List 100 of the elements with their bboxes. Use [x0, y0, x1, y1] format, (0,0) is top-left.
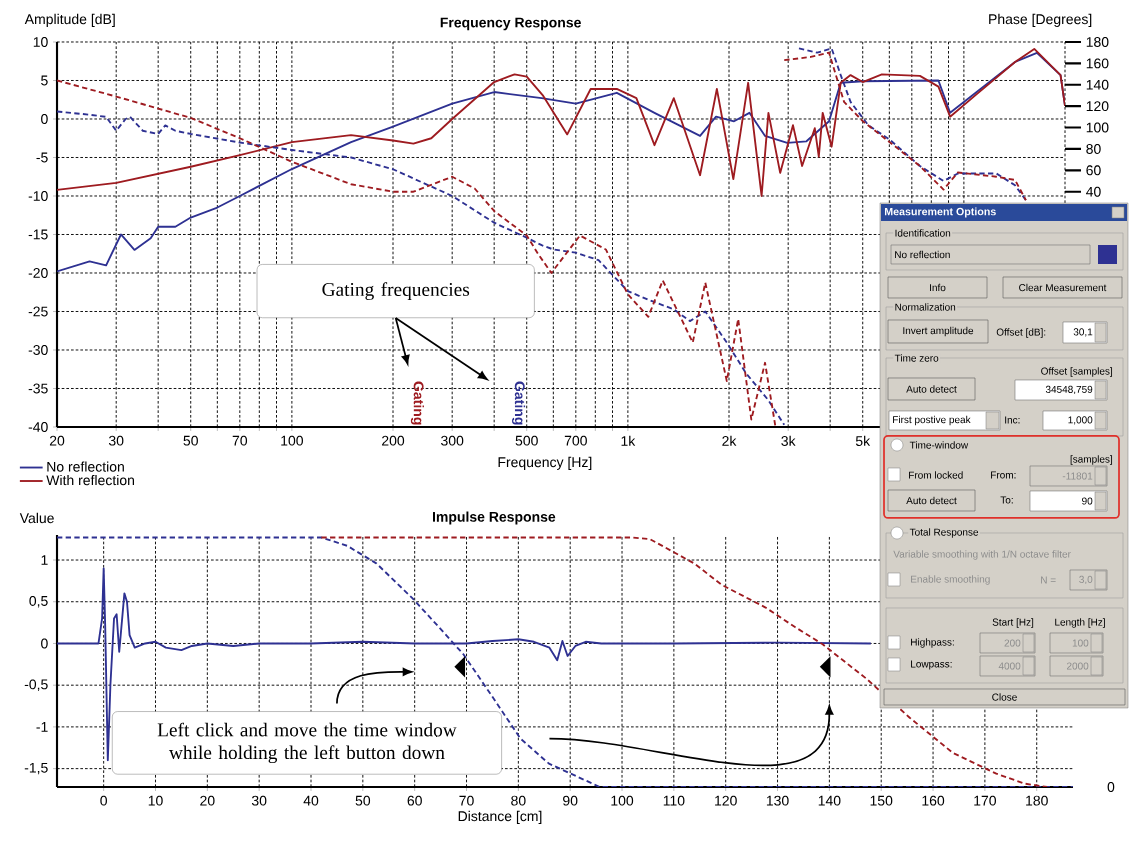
x-tick-label: 140 [818, 795, 841, 806]
x-tick-label: 120 [715, 795, 737, 806]
annotation: Auto detect [906, 385, 957, 393]
legend-label: No reflection [47, 461, 124, 472]
x-tick-label: 700 [564, 435, 587, 446]
annotation: 100 [1072, 639, 1089, 647]
annotation: 2000 [1067, 662, 1089, 670]
annotation: Lowpass: [911, 660, 952, 670]
annotation: First postive peak [893, 415, 971, 426]
x-tick-label: 200 [382, 435, 405, 446]
y-tick-label: -0,5 [24, 679, 48, 691]
x-tick-label: 150 [870, 795, 893, 806]
annotation: Inc: [1005, 416, 1020, 424]
annotation: N = [1041, 576, 1056, 584]
annotation: Highpass: [911, 638, 954, 648]
x-tick-label: 30 [251, 795, 267, 806]
y-tick-label: -15 [28, 229, 48, 240]
chart-title: Frequency Response [440, 17, 581, 31]
x-tick-label: 1k [621, 435, 636, 446]
text: Measurement Options [884, 207, 996, 218]
x-tick-label: 2k [722, 435, 737, 446]
annotation: Enable smoothing [911, 575, 990, 585]
y-tick-label: 0 [41, 638, 48, 649]
annotation: Gating [410, 381, 424, 425]
annotation: 200 [1004, 639, 1021, 647]
y2-tick-label: 60 [1086, 165, 1101, 176]
x-tick-label: 70 [459, 795, 474, 806]
y-tick-label: 0 [41, 114, 48, 124]
text: 30,1 [1073, 328, 1093, 337]
y-axis-title: Value [19, 512, 54, 524]
annotation: Clear Measurement [1019, 283, 1107, 292]
y2-tick-label: 160 [1086, 58, 1109, 69]
annotation: Close [992, 693, 1017, 701]
y-axis-title: Amplitude [dB] [24, 13, 115, 27]
x-tick-label: 20 [200, 795, 215, 806]
x-tick-label: 90 [563, 795, 578, 806]
annotation: Gating [512, 381, 526, 425]
y2-axis-title: Phase [Degrees] [989, 13, 1092, 27]
y2-tick-label: 80 [1086, 143, 1101, 154]
annotation: Offset [samples] [1041, 367, 1113, 377]
y-tick-label: 10 [33, 37, 48, 47]
x-tick-label: 100 [281, 435, 303, 446]
x-tick-label: 80 [511, 795, 526, 806]
x-tick-label: 3k [781, 435, 796, 446]
y-tick-label: -30 [28, 345, 48, 355]
y-tick-label: -25 [28, 306, 48, 317]
x-tick-label: 50 [183, 435, 198, 446]
text: From locked [909, 471, 963, 479]
chart-title: Impulse Response [432, 511, 556, 525]
x-tick-label: 50 [355, 795, 371, 806]
annotation: Time zero [894, 354, 939, 362]
annotation: Identification [895, 229, 951, 237]
text: 0 [1107, 782, 1115, 792]
y2-tick-label: 180 [1086, 37, 1109, 47]
x-tick-label: 30 [108, 435, 124, 446]
annotation: Left click and move the time window while holding the left button down [157, 722, 457, 764]
x-tick-label: 5k [855, 435, 871, 446]
text: Time-window [909, 441, 969, 449]
y-tick-label: -1 [36, 722, 48, 732]
annotation: 4000 [998, 662, 1021, 670]
annotation: Length [Hz] [1055, 618, 1105, 628]
x-tick-label: 70 [232, 435, 248, 446]
annotation: Normalization [895, 303, 956, 311]
x-axis-title: Distance [cm] [458, 810, 542, 824]
x-tick-label: 20 [49, 435, 65, 446]
y-tick-label: -10 [28, 191, 48, 201]
y-tick-label: -1,5 [24, 762, 48, 775]
text: -11801 [1062, 472, 1093, 480]
annotation: Start [Hz] [992, 618, 1034, 628]
y-tick-label: -35 [28, 383, 48, 394]
legend-label: With reflection [46, 474, 135, 486]
annotation: Info [930, 283, 946, 292]
x-tick-label: 170 [974, 795, 997, 806]
y2-tick-label: 120 [1086, 101, 1109, 112]
annotation: Offset [dB]: [996, 328, 1046, 338]
x-tick-label: 10 [148, 795, 163, 806]
y2-tick-label: 100 [1086, 122, 1109, 133]
y-tick-label: 1 [41, 555, 48, 565]
y2-tick-label: 40 [1086, 186, 1101, 197]
annotation: Variable smoothing with 1/N octave filter [893, 550, 1071, 560]
annotation: Gating frequencies [322, 282, 470, 300]
x-tick-label: 130 [766, 795, 789, 806]
annotation: No reflection [895, 250, 950, 259]
text: 1,000 [1068, 416, 1093, 425]
x-tick-label: 0 [100, 795, 107, 806]
y-tick-label: -5 [36, 152, 48, 163]
y-tick-label: 5 [41, 75, 48, 86]
x-tick-label: 110 [663, 795, 685, 806]
text: 3,0 [1079, 575, 1093, 585]
annotation: 34548,759 [1045, 385, 1093, 395]
text: From: [991, 471, 1016, 479]
x-tick-label: 160 [922, 795, 945, 806]
y-tick-label: -40 [28, 422, 48, 432]
x-tick-label: 300 [441, 435, 464, 446]
text: To: [1000, 496, 1013, 504]
y-tick-label: -20 [28, 268, 48, 278]
text: Auto detect [906, 496, 957, 505]
x-tick-label: 500 [515, 435, 538, 446]
annotation: Total Response [909, 528, 979, 538]
text: [samples] [1070, 455, 1113, 465]
